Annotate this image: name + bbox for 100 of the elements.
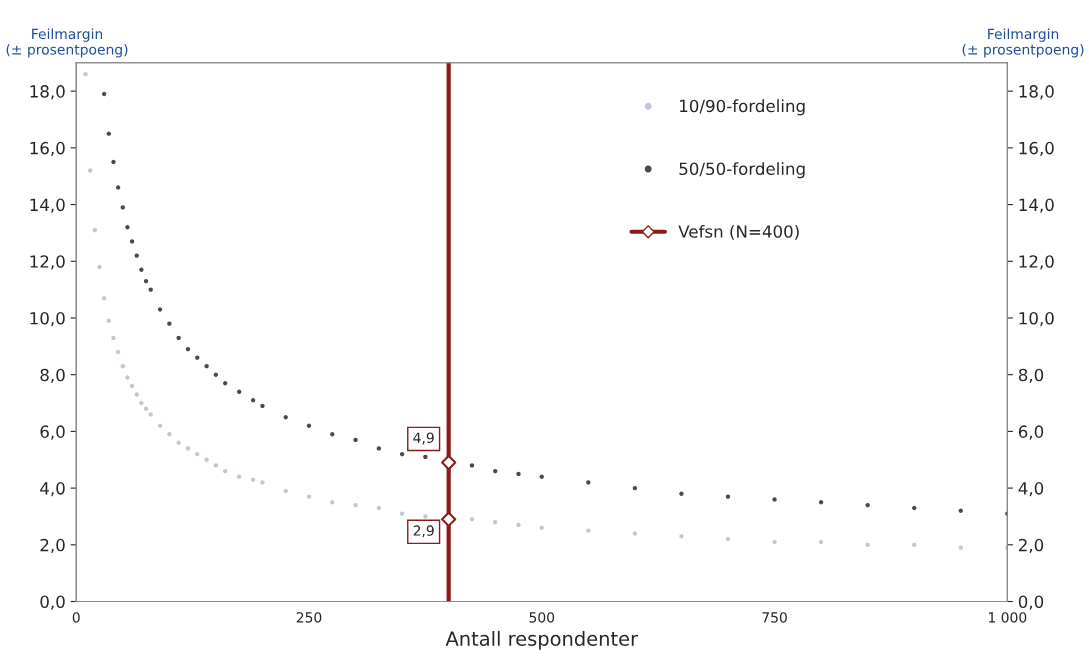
point [143,278,149,284]
point [120,205,125,210]
y-tick-label: 16,0 [30,141,65,157]
point [493,468,498,474]
point [167,321,172,326]
y2-tick-label: 16,0 [1019,141,1054,157]
point [912,505,917,511]
y-tick-label: 10,0 [30,311,65,327]
y2-tick-label: 14,0 [1019,198,1054,213]
point [469,463,475,468]
point [134,253,139,258]
point [88,168,93,173]
legend-label: Vefsn (N=400) [678,224,799,240]
y2-tick-label: 10,0 [1019,311,1054,327]
point [148,412,153,417]
point [125,375,130,380]
y2-tick-label: 12,0 [1019,255,1054,270]
point [143,406,149,411]
legend-label: 10/90-fordeling [680,99,805,116]
point [157,423,163,428]
x-tick-label: 0 [72,612,80,623]
point [306,494,312,499]
point [725,494,731,499]
point [423,454,428,460]
point [97,264,102,270]
point [818,539,824,545]
y-tick-label: 2,0 [40,538,65,554]
y2-axis-title: Feilmargin (± prosentpoeng) [962,28,1084,58]
point [493,519,498,525]
point [106,131,112,136]
data-label: 4,9 [413,432,434,445]
point [176,440,181,445]
point [195,451,200,457]
point [260,403,265,409]
y2-tick-label: 0,0 [1018,595,1044,610]
point [441,511,457,527]
y-tick-label: 6,0 [40,425,65,440]
point [204,457,209,462]
point [223,468,228,474]
point [176,335,181,341]
x-axis-title: Antall respondenter [445,630,639,650]
point [134,392,139,397]
point [376,446,382,451]
data-label: 2,9 [413,525,434,538]
y-tick-label: 0,0 [40,595,65,610]
point [185,446,191,451]
point [115,349,121,355]
point [129,383,135,389]
y2-tick-label: 18,0 [1019,85,1054,100]
point [213,372,219,377]
y-tick-label: 8,0 [40,368,65,383]
point [772,539,777,545]
point [236,389,242,394]
point [469,517,475,522]
point [330,432,335,437]
point [586,480,591,485]
point [195,355,200,360]
y-tick-label: 4,0 [40,482,65,497]
point [865,502,870,508]
x-tick-label: 1 000 [988,612,1027,623]
point [223,380,228,386]
point [516,522,521,528]
point [139,400,144,406]
y2-tick-label: 6,0 [1018,425,1044,440]
x-tick-label: 250 [296,612,322,623]
y-tick-label: 18,0 [30,85,65,100]
point [679,534,684,539]
point [101,91,107,97]
point [157,307,163,312]
y2-tick-label: 8,0 [1018,368,1044,383]
point [101,295,107,301]
point [516,471,521,477]
point [92,227,98,233]
point [330,500,335,505]
point [818,500,824,505]
point [250,398,256,403]
point [353,502,358,508]
point [283,488,288,494]
point [115,185,121,190]
point [129,239,135,244]
point [632,531,638,536]
point [865,542,870,547]
point [441,454,457,471]
point [167,432,172,437]
x-tick-label: 750 [762,612,787,623]
point [111,335,116,341]
point [539,474,544,479]
point [250,477,256,482]
point [213,463,219,468]
y2-tick-label: 2,0 [1018,538,1044,554]
point [106,318,112,324]
point [772,497,777,502]
legend-label: 50/50-fordeling [679,162,805,179]
point [958,545,963,550]
point [725,536,731,542]
point [586,528,591,533]
point [236,474,242,479]
point [423,514,428,519]
point [148,287,153,292]
point [399,451,405,457]
